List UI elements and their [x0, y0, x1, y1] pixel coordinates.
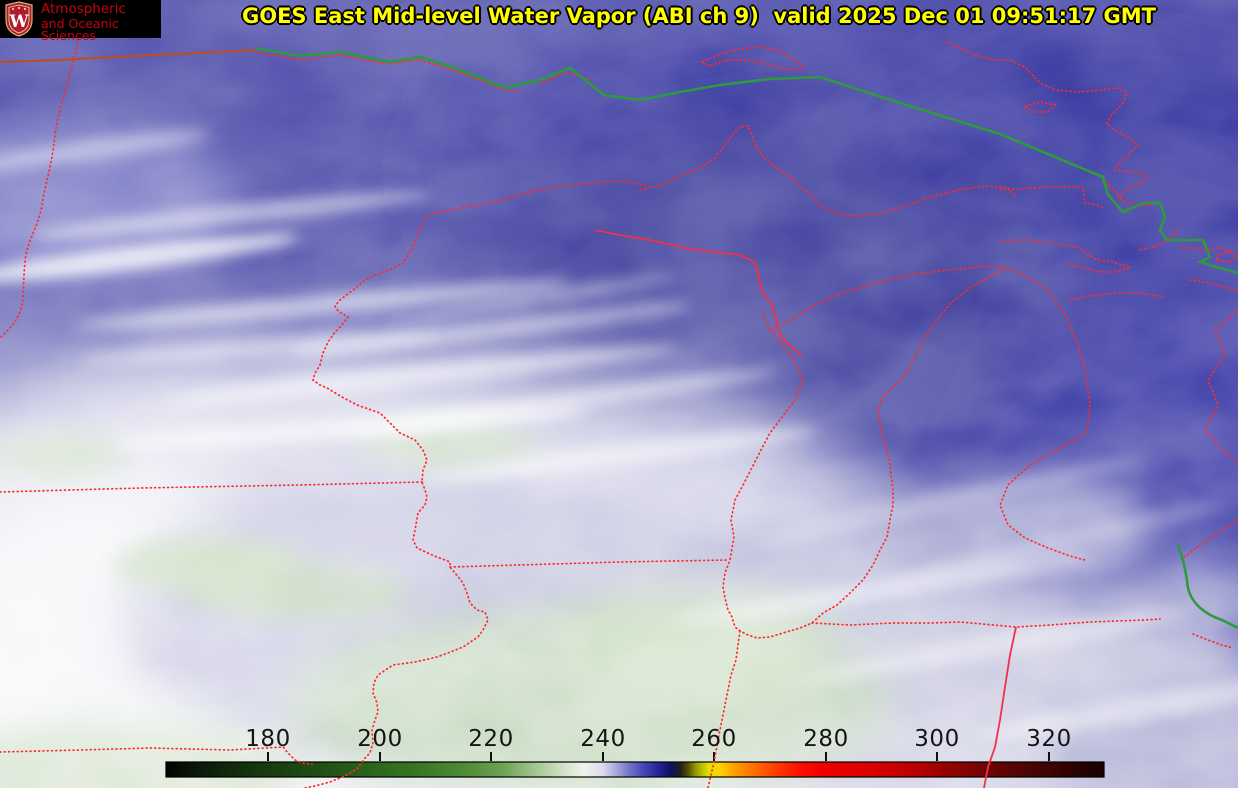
colorbar-tick-label: 180 [245, 726, 291, 752]
international-border-green [254, 46, 1238, 630]
logo-department-line: Department of [41, 0, 161, 2]
colorbar-ticks [267, 752, 1050, 761]
international-border-west [0, 48, 256, 64]
uw-crest-icon: W [5, 1, 33, 37]
product-title: GOES East Mid-level Water Vapor (ABI ch … [242, 4, 1156, 28]
crest-letter: W [8, 12, 29, 32]
colorbar-tick-label: 320 [1026, 726, 1072, 752]
colorbar-tick-label: 280 [803, 726, 849, 752]
logo-text: Department of Atmospheric and Oceanic Sc… [41, 0, 161, 43]
colorbar [165, 752, 1105, 778]
state-borders-dotted [0, 39, 1238, 788]
aos-logo: W Department of Atmospheric and Oceanic … [0, 0, 161, 42]
colorbar-tick-label: 200 [357, 726, 403, 752]
logo-line-atmospheric: Atmospheric [41, 1, 126, 18]
colorbar-tick-label: 220 [468, 726, 514, 752]
state-borders-solid [594, 229, 1017, 788]
colorbar-tick-label: 240 [580, 726, 626, 752]
logo-line-oceanic: and Oceanic Sciences [41, 15, 119, 44]
colorbar-tick-label: 300 [914, 726, 960, 752]
colorbar-tick-label: 260 [691, 726, 737, 752]
